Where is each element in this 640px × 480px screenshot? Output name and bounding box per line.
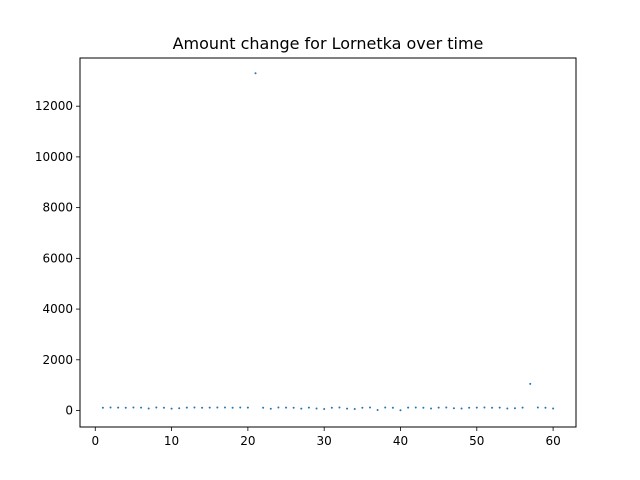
data-point	[323, 407, 326, 410]
data-point	[201, 406, 204, 409]
data-point	[445, 406, 448, 409]
data-point	[109, 406, 112, 409]
data-point	[452, 407, 455, 410]
data-point	[506, 407, 509, 410]
data-point	[147, 407, 150, 410]
data-point	[223, 406, 226, 409]
data-point	[178, 407, 181, 410]
data-point	[330, 406, 333, 409]
x-tick-label: 0	[91, 434, 99, 448]
data-point	[307, 406, 310, 409]
data-point	[491, 406, 494, 409]
data-point	[376, 409, 379, 412]
y-tick-label: 4000	[42, 302, 73, 316]
x-axis: 0 10 20 30 40 50 60	[91, 427, 561, 448]
data-point	[277, 406, 280, 409]
x-tick-label: 60	[545, 434, 560, 448]
data-point	[422, 406, 425, 409]
data-point	[162, 406, 165, 409]
data-point	[521, 406, 524, 409]
data-point	[414, 406, 417, 409]
x-tick-label: 40	[393, 434, 408, 448]
data-point	[353, 407, 356, 410]
data-point	[536, 406, 539, 409]
data-point	[384, 406, 387, 409]
data-point	[399, 409, 402, 412]
data-point	[185, 406, 188, 409]
data-point	[346, 407, 349, 410]
data-point	[262, 406, 265, 409]
data-point	[315, 407, 318, 410]
data-point	[437, 406, 440, 409]
chart-title: Amount change for Lornetka over time	[173, 34, 484, 53]
data-point	[246, 406, 249, 409]
data-point	[254, 72, 257, 75]
data-point	[231, 406, 234, 409]
data-point	[285, 406, 288, 409]
data-point	[216, 406, 219, 409]
data-point	[117, 406, 120, 409]
data-point	[430, 407, 433, 410]
data-point	[513, 407, 516, 410]
data-point	[460, 407, 463, 410]
data-point	[552, 407, 555, 410]
data-point	[407, 406, 410, 409]
data-point	[170, 407, 173, 410]
data-point	[475, 406, 478, 409]
data-point	[483, 406, 486, 409]
data-point	[269, 407, 272, 410]
y-tick-label: 12000	[35, 99, 73, 113]
data-point	[155, 406, 158, 409]
y-tick-label: 6000	[42, 251, 73, 265]
data-point	[368, 406, 371, 409]
data-point	[124, 406, 127, 409]
data-point	[300, 407, 303, 410]
data-point	[544, 406, 547, 409]
y-tick-label: 8000	[42, 201, 73, 215]
x-tick-label: 30	[317, 434, 332, 448]
data-point	[338, 406, 341, 409]
x-tick-label: 10	[164, 434, 179, 448]
data-point	[498, 406, 501, 409]
data-point	[292, 406, 295, 409]
data-point	[193, 406, 196, 409]
data-point	[101, 406, 104, 409]
y-tick-label: 10000	[35, 150, 73, 164]
x-tick-label: 20	[240, 434, 255, 448]
y-tick-label: 0	[65, 404, 73, 418]
data-points	[101, 72, 555, 412]
data-point	[132, 406, 135, 409]
data-point	[468, 406, 471, 409]
plot-frame	[79, 57, 577, 428]
data-point	[208, 406, 211, 409]
data-point	[239, 406, 242, 409]
data-point	[529, 382, 532, 385]
y-tick-label: 2000	[42, 353, 73, 367]
data-point	[361, 406, 364, 409]
data-point	[140, 406, 143, 409]
y-axis: 0 2000 4000 6000 8000 10000 12000	[35, 99, 80, 418]
x-tick-label: 50	[469, 434, 484, 448]
data-point	[391, 406, 394, 409]
